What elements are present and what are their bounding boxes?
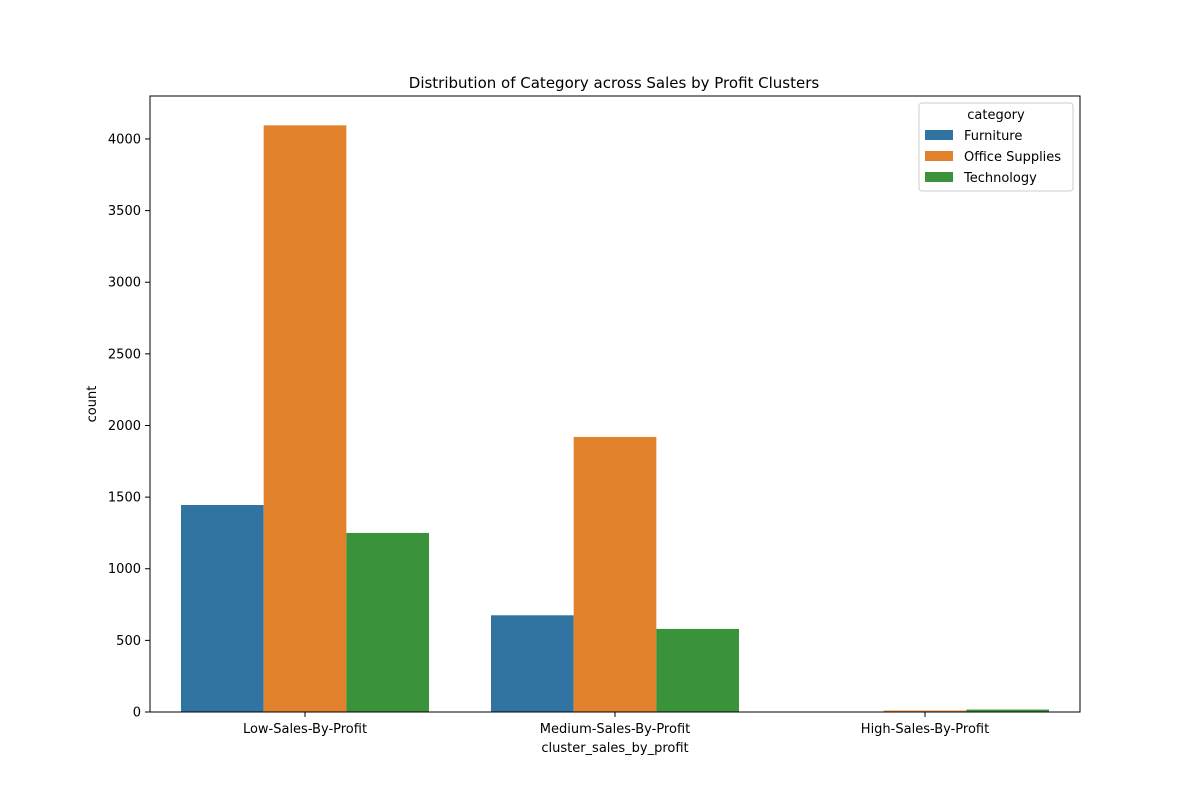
x-tick-label: Medium-Sales-By-Profit — [540, 722, 690, 737]
bar-technology-0 — [346, 532, 429, 712]
bar-office-supplies-2 — [883, 710, 967, 712]
y-tick-label: 0 — [133, 706, 141, 721]
bar-furniture-0 — [181, 505, 264, 712]
x-axis: Low-Sales-By-Profit Medium-Sales-By-Profi… — [243, 712, 989, 737]
legend-label: Office Supplies — [964, 150, 1061, 165]
plot-frame — [149, 95, 1081, 713]
x-tick-label: High-Sales-By-Profit — [861, 722, 989, 737]
y-tick-label: 3500 — [108, 204, 141, 219]
y-tick-label: 4000 — [108, 132, 141, 147]
bar-furniture-1 — [491, 615, 574, 712]
y-tick-label: 2000 — [108, 419, 141, 434]
legend-swatch-office-supplies — [925, 151, 953, 161]
legend-swatch-technology — [925, 172, 953, 182]
bar-office-supplies-1 — [573, 436, 657, 712]
y-tick-label: 1000 — [108, 562, 141, 577]
legend: category Furniture Office Supplies Technol… — [918, 102, 1074, 192]
y-tick-label: 500 — [116, 634, 141, 649]
legend-frame — [918, 102, 1074, 192]
legend-label: Technology — [963, 171, 1037, 186]
x-tick-label: Low-Sales-By-Profit — [243, 722, 367, 737]
bar-office-supplies-0 — [263, 125, 347, 713]
legend-label: Furniture — [964, 129, 1022, 144]
y-tick-label: 2500 — [108, 347, 141, 362]
legend-title: category — [967, 108, 1025, 123]
bar-technology-2 — [966, 709, 1049, 712]
chart-title: Distribution of Category across Sales by… — [409, 74, 820, 92]
y-axis: 0 500 1000 1500 2000 2500 3000 3500 4000 — [108, 132, 150, 721]
x-axis-label: cluster_sales_by_profit — [541, 741, 688, 756]
y-axis-label: count — [85, 386, 100, 423]
legend-swatch-furniture — [925, 130, 953, 140]
y-tick-label: 1500 — [108, 491, 141, 506]
y-tick-label: 3000 — [108, 276, 141, 291]
bars-group — [181, 125, 1049, 713]
bar-technology-1 — [656, 628, 739, 712]
